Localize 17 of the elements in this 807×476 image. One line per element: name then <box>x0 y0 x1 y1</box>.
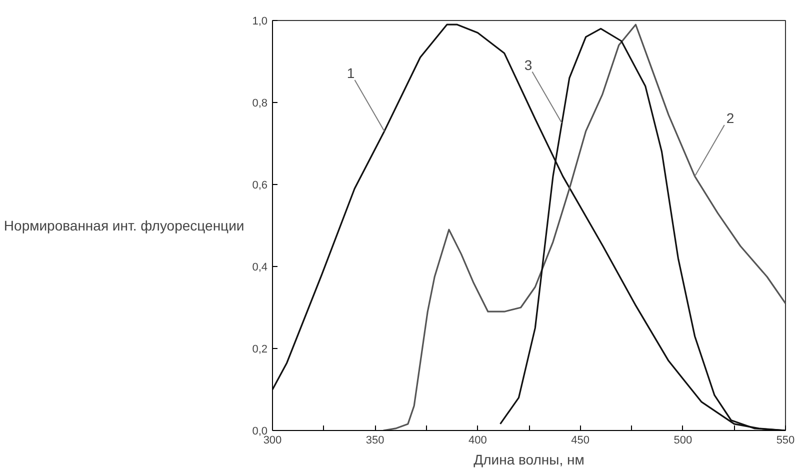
y-tick-label: 0,4 <box>252 262 268 274</box>
annotation: 1 <box>346 64 355 81</box>
y-tick-label: 0,8 <box>252 98 268 110</box>
y-tick-label: 0,0 <box>252 426 268 438</box>
y-axis-title: Нормированная инт. флуоресценции <box>4 218 244 234</box>
y-tick-label: 1,0 <box>252 16 268 28</box>
y-tick-label: 0,2 <box>252 344 268 356</box>
annotation: 2 <box>726 110 734 126</box>
x-tick-label: 350 <box>366 434 384 446</box>
x-tick-label: 300 <box>263 434 282 446</box>
x-axis-title: Длина волны, нм <box>474 452 584 468</box>
x-tick-label: 500 <box>674 434 692 446</box>
x-tick-label: 450 <box>571 434 590 446</box>
y-tick-label: 0,6 <box>252 180 268 192</box>
annotation: 3 <box>524 56 532 73</box>
x-tick-label: 400 <box>468 434 487 446</box>
x-tick-label: 550 <box>776 434 795 446</box>
